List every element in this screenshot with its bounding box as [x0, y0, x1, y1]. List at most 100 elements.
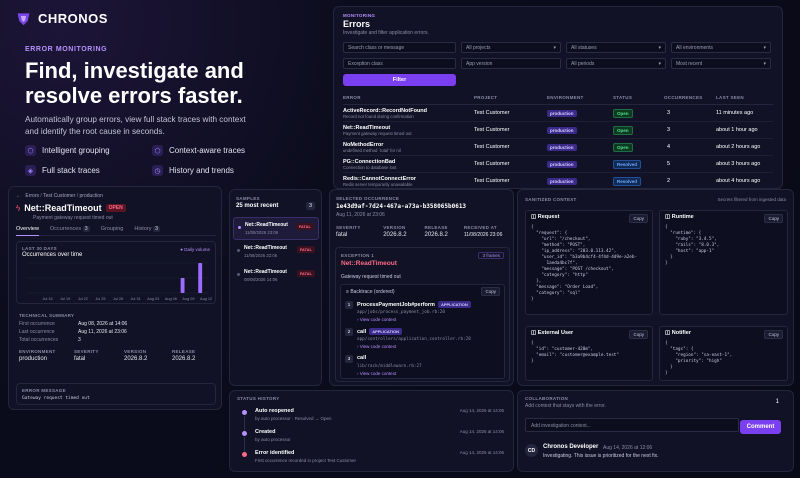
history-date: Aug 14, 2026 at 14:06 — [459, 429, 504, 434]
timeline-dot — [242, 410, 247, 415]
table-row[interactable]: ActiveRecord::RecordNotFound Record not f… — [343, 105, 773, 122]
status-badge: Open — [613, 108, 633, 118]
occ-release-label: RELEASE — [424, 225, 448, 230]
tab-grouping[interactable]: Grouping — [100, 226, 124, 232]
error-message-card: ERROR MESSAGE Gateway request timed out — [16, 383, 216, 405]
avatar: CD — [525, 444, 538, 457]
view-code-link[interactable]: › View code context — [357, 371, 397, 376]
copy-notifier-button[interactable]: Copy — [764, 330, 783, 339]
sample-date: 11/08/2026 22:06 — [244, 253, 278, 258]
user-icon: ◫ — [531, 330, 537, 336]
status-cell: Open — [613, 142, 664, 152]
error-name[interactable]: PG::ConnectionBad — [343, 158, 396, 165]
summary-list: First occurrence Aug 08, 2026 at 14:06 La… — [19, 321, 169, 345]
feature-label: Full stack traces — [42, 166, 100, 175]
frame-number: 3 — [345, 355, 353, 363]
comment-button[interactable]: Comment — [740, 420, 781, 434]
occurrences-cell: 3 — [667, 110, 671, 116]
sample-item[interactable]: Net::ReadTimeout 08/08/2026 14:06 FATAL — [233, 265, 319, 288]
error-name[interactable]: Redis::CannotConnectError — [343, 175, 417, 182]
error-message: Gateway request timed out — [22, 396, 90, 401]
detail-subtitle: Payment gateway request timed out — [33, 215, 113, 221]
col-occurrences: OCCURRENCES — [664, 95, 703, 100]
error-cell: ActiveRecord::RecordNotFound Record not f… — [343, 108, 474, 119]
breadcrumb-errors[interactable]: Errors — [25, 193, 40, 199]
history-sub: by auto processor — [255, 437, 291, 442]
occ-version-label: VERSION — [383, 225, 406, 230]
filter-button[interactable]: Filter — [343, 74, 456, 86]
table-row[interactable]: NoMethodError undefined method `total' fo… — [343, 139, 773, 156]
hero-eyebrow: ERROR MONITORING — [25, 46, 108, 53]
frame-path: app/controllers/application_controller.r… — [357, 337, 471, 342]
sample-item[interactable]: Net::ReadTimeout 11/08/2026 23:06 FATAL — [233, 217, 319, 240]
sample-dot — [237, 273, 240, 276]
occurrences-cell: 4 — [667, 144, 671, 150]
detail-tabs: Overview Occurrences 3 Grouping History … — [16, 226, 216, 236]
copy-user-button[interactable]: Copy — [629, 330, 648, 339]
chart-bar — [180, 278, 185, 293]
occurrence-label: SELECTED OCCURRENCE — [336, 196, 400, 201]
tab-overview[interactable]: Overview — [16, 226, 39, 236]
copy-runtime-button[interactable]: Copy — [764, 214, 783, 223]
frame-item[interactable]: 2 call APPLICATION app/controllers/applicat… — [345, 326, 502, 353]
detail-meta: ENVIRONMENT production SEVERITY fatal VERS… — [19, 349, 219, 362]
summary-label: TECHNICAL SUMMARY — [19, 313, 75, 318]
error-message: Connection to database lost — [343, 164, 397, 170]
period-select[interactable]: All periods — [566, 58, 666, 69]
error-message: Record not found during confirmation — [343, 113, 414, 119]
status-select[interactable]: All statuses — [566, 42, 666, 53]
sample-date: 11/08/2026 23:06 — [245, 230, 279, 235]
breadcrumb: ← Errors / Test Customer / production — [16, 193, 103, 199]
tab-occurrences[interactable]: Occurrences 3 — [49, 226, 90, 232]
frame-tag: APPLICATION — [437, 301, 471, 308]
status-badge: Open — [613, 125, 633, 135]
environment-cell: production — [547, 109, 613, 117]
app-version-input[interactable]: App version — [461, 58, 561, 69]
occurrences-cell: 3 — [667, 127, 671, 133]
occurrence-id: 1e43d9af-7d24-467a-a73a-b358065b0613 — [336, 203, 467, 210]
frame-item[interactable]: 1 ProcessPaymentJob#perform APPLICATION app… — [345, 299, 502, 326]
search-input[interactable]: Search class or message — [343, 42, 456, 53]
breadcrumb-environment[interactable]: production — [79, 193, 103, 199]
error-name[interactable]: Net::ReadTimeout — [343, 124, 391, 131]
occ-received-label: RECEIVED AT — [463, 225, 497, 230]
status-badge: Resolved — [613, 159, 642, 169]
feature-item: ◈ Full stack traces — [25, 165, 150, 176]
stack-icon: ◈ — [25, 165, 36, 176]
errors-subtitle: Investigate and filter application error… — [343, 30, 429, 36]
user-json: { "id": "customer-420m", "email": "custo… — [531, 341, 619, 364]
comment-input[interactable]: Add investigation context... — [525, 418, 739, 432]
request-json: { "request": { "url": "/checkout", "meth… — [531, 225, 638, 302]
view-code-link[interactable]: › View code context — [357, 317, 397, 322]
sample-dot — [238, 226, 241, 229]
project-select[interactable]: All projects — [461, 42, 561, 53]
tab-history[interactable]: History 3 — [134, 226, 161, 232]
breadcrumb-project[interactable]: Test Customer — [43, 193, 76, 199]
frame-function: call APPLICATION — [357, 328, 403, 335]
frame-number: 1 — [345, 301, 353, 309]
last-seen-cell: about 3 hours ago — [716, 161, 761, 167]
frame-item[interactable]: 3 call lib/rack/middleware.rb:27 › View cod… — [345, 353, 502, 380]
sort-select[interactable]: Most recent — [671, 58, 771, 69]
table-row[interactable]: PG::ConnectionBad Connection to database … — [343, 156, 773, 173]
sample-item[interactable]: Net::ReadTimeout 11/08/2026 22:06 FATAL — [233, 241, 319, 264]
table-row[interactable]: Net::ReadTimeout Payment gateway request … — [343, 122, 773, 139]
sample-name: Net::ReadTimeout — [245, 222, 288, 228]
error-name[interactable]: ActiveRecord::RecordNotFound — [343, 107, 428, 114]
environment-select[interactable]: All environments — [671, 42, 771, 53]
error-name[interactable]: NoMethodError — [343, 141, 384, 148]
exception-input[interactable]: Exception class — [343, 58, 456, 69]
copy-backtrace-button[interactable]: Copy — [481, 287, 500, 296]
history-title: Auto reopened — [255, 408, 294, 414]
runtime-json: { "runtime": { "ruby": "3.4.5", "rails":… — [665, 225, 720, 266]
timeline-line — [244, 437, 245, 452]
collab-label: COLLABORATION — [525, 396, 569, 401]
table-row[interactable]: Redis::CannotConnectError Redis server te… — [343, 173, 773, 188]
exception-label: EXCEPTION 1 — [341, 253, 375, 258]
errors-title: Errors — [343, 19, 371, 29]
summary-row: Last occurrence Aug 11, 2026 at 23:06 — [19, 329, 127, 335]
view-code-link[interactable]: › View code context — [357, 344, 397, 349]
copy-request-button[interactable]: Copy — [629, 214, 648, 223]
back-arrow-icon[interactable]: ← — [16, 193, 21, 199]
status-history-panel: STATUS HISTORY Auto reopened by auto proc… — [229, 390, 514, 472]
